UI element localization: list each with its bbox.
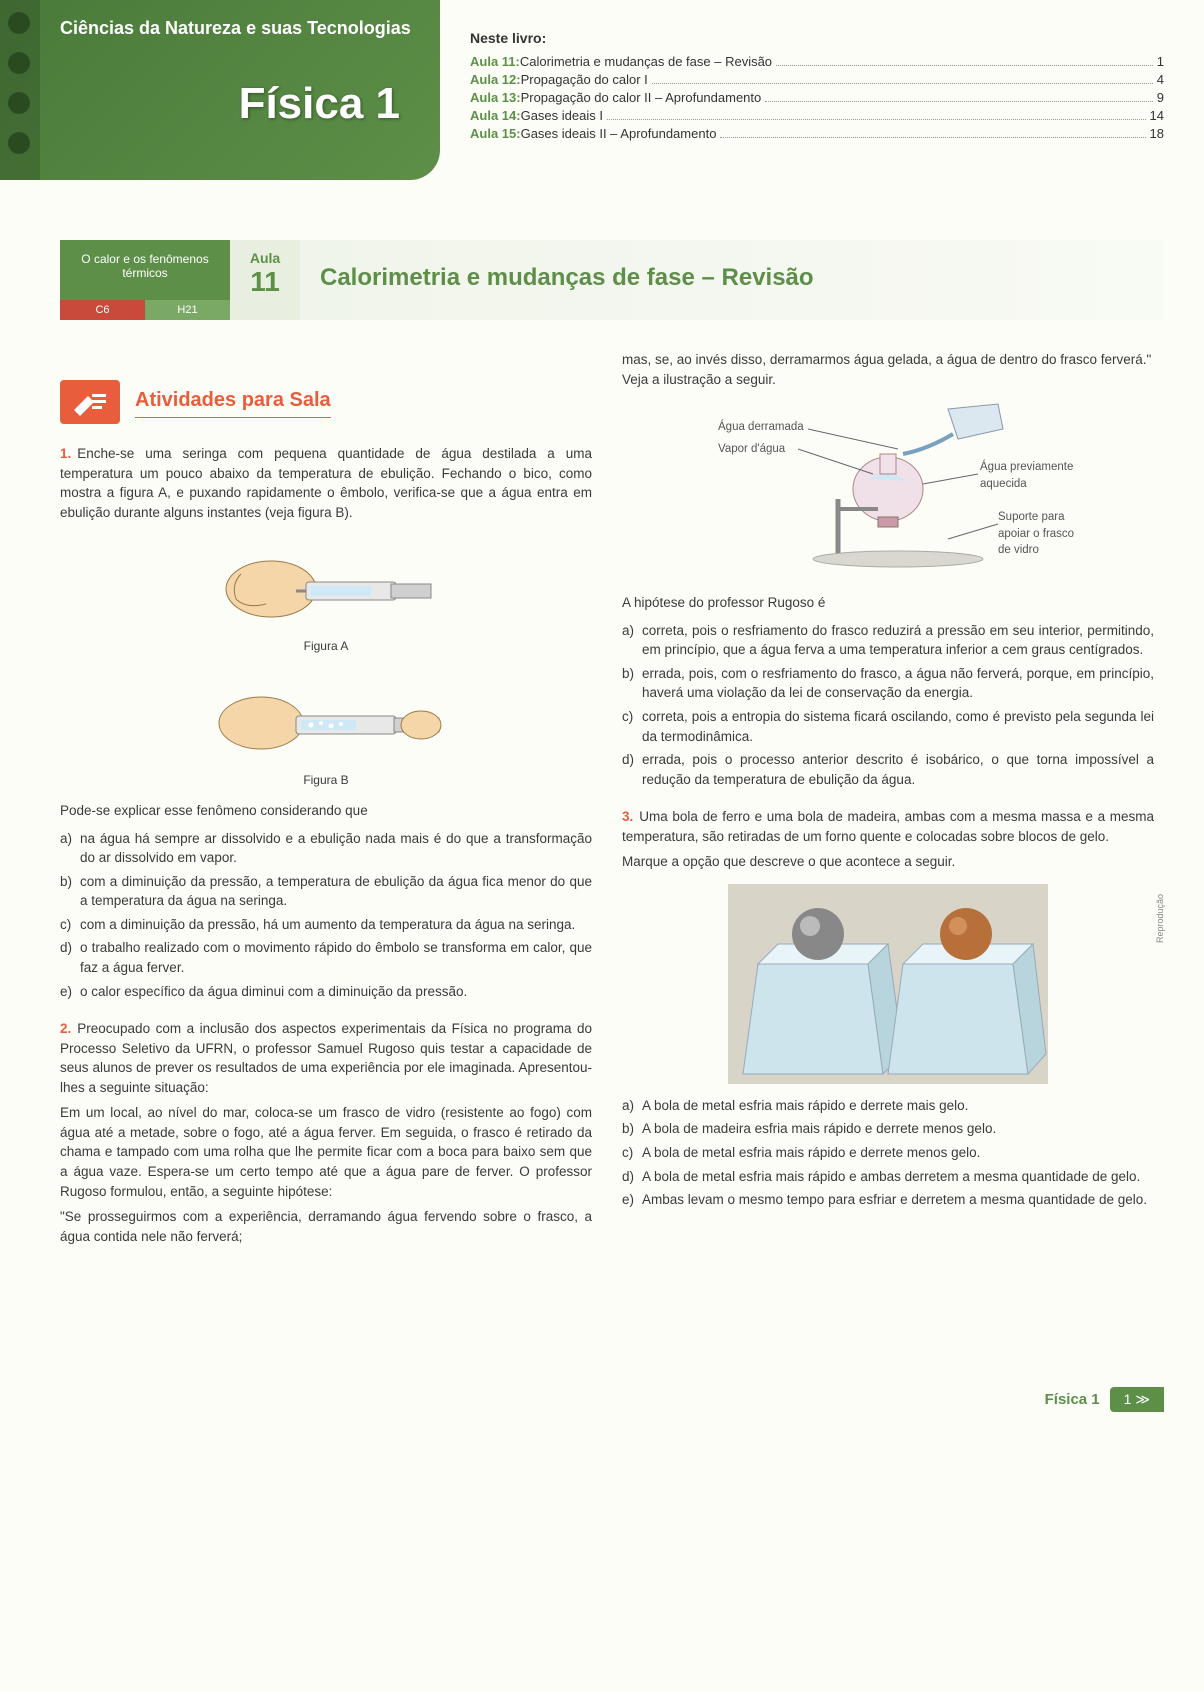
content-columns: Atividades para Sala 1. Enche-se uma ser… xyxy=(0,350,1204,1264)
question-text: Enche-se uma seringa com pequena quantid… xyxy=(60,446,592,520)
toc-text: Calorimetria e mudanças de fase – Revisã… xyxy=(520,54,772,69)
aula-number: 11 xyxy=(230,266,300,298)
question-2-quote: "Se prosseguirmos com a experiência, der… xyxy=(60,1207,592,1246)
toc-page: 9 xyxy=(1157,90,1164,105)
question-text: Preocupado com a inclusão dos aspectos e… xyxy=(60,1021,592,1095)
toc-dots xyxy=(652,83,1153,84)
toc-entry: Aula 13: Propagação do calor II – Aprofu… xyxy=(470,90,1164,105)
toc-page: 18 xyxy=(1150,126,1164,141)
toc-dots xyxy=(776,65,1153,66)
question-3-options: a)A bola de metal esfria mais rápido e d… xyxy=(622,1096,1154,1210)
toc-label: Aula 11: xyxy=(470,54,520,69)
toc-dots xyxy=(720,137,1145,138)
option-c: c)correta, pois a entropia do sistema fi… xyxy=(622,707,1154,746)
toc-list: Aula 11: Calorimetria e mudanças de fase… xyxy=(470,54,1164,141)
toc-entry: Aula 15: Gases ideais II – Aprofundament… xyxy=(470,126,1164,141)
option-b: b)A bola de madeira esfria mais rápido e… xyxy=(622,1119,1154,1139)
toc-text: Propagação do calor II – Aprofundamento xyxy=(521,90,762,105)
option-c: c)com a diminuição da pressão, há um aum… xyxy=(60,915,592,935)
option-c: c)A bola de metal esfria mais rápido e d… xyxy=(622,1143,1154,1163)
binder-hole-icon xyxy=(8,12,30,34)
question-1-options: a)na água há sempre ar dissolvido e a eb… xyxy=(60,829,592,1002)
toc-page: 1 xyxy=(1157,54,1164,69)
ice-blocks-figure: Reprodução xyxy=(622,884,1154,1084)
page: Ciências da Natureza e suas Tecnologias … xyxy=(0,0,1204,1692)
toc-text: Propagação do calor I xyxy=(521,72,648,87)
flask-diagram: Água derramada Vapor d'água Água previam… xyxy=(698,399,1078,579)
question-text: Uma bola de ferro e uma bola de madeira,… xyxy=(622,809,1154,844)
toc-entry: Aula 12: Propagação do calor I 4 xyxy=(470,72,1164,87)
toc-dots xyxy=(607,119,1146,120)
question-2-para2: Em um local, ao nível do mar, coloca-se … xyxy=(60,1103,592,1201)
toc-label: Aula 15: xyxy=(470,126,521,141)
toc-label: Aula 13: xyxy=(470,90,521,105)
activities-heading-row: Atividades para Sala xyxy=(60,380,592,424)
diagram-label-2: Vapor d'água xyxy=(718,441,785,458)
binder-hole-icon xyxy=(8,52,30,74)
lesson-topic: O calor e os fenômenos térmicos xyxy=(60,252,230,280)
figure-b-caption: Figura B xyxy=(60,772,592,789)
figure-b: Figura B xyxy=(60,668,592,789)
question-3-lead: Marque a opção que descreve o que aconte… xyxy=(622,852,1154,872)
subject-area-label: Ciências da Natureza e suas Tecnologias xyxy=(60,18,420,39)
figure-a-caption: Figura A xyxy=(60,638,592,655)
option-b: b)com a diminuição da pressão, a tempera… xyxy=(60,872,592,911)
ability-code: H21 xyxy=(145,300,230,320)
option-a: a)na água há sempre ar dissolvido e a eb… xyxy=(60,829,592,868)
binder-hole-icon xyxy=(8,92,30,114)
lesson-number-box: Aula 11 xyxy=(230,240,300,320)
activities-icon xyxy=(60,380,120,424)
binder-hole-icon xyxy=(8,132,30,154)
question-1: 1. Enche-se uma seringa com pequena quan… xyxy=(60,444,592,1001)
question-3: 3. Uma bola de ferro e uma bola de madei… xyxy=(622,807,1154,1210)
diagram-label-1: Água derramada xyxy=(718,419,804,436)
toc-dots xyxy=(765,101,1153,102)
footer-subject: Física 1 xyxy=(1045,1391,1100,1408)
option-d: d)A bola de metal esfria mais rápido e a… xyxy=(622,1167,1154,1187)
lesson-title: Calorimetria e mudanças de fase – Revisã… xyxy=(300,240,1164,320)
question-2-lead: A hipótese do professor Rugoso é xyxy=(622,593,1154,613)
header-left-panel: Ciências da Natureza e suas Tecnologias … xyxy=(0,0,440,180)
option-e: e)Ambas levam o mesmo tempo para esfriar… xyxy=(622,1190,1154,1210)
right-column: mas, se, ao invés disso, derramarmos águ… xyxy=(622,350,1154,1264)
question-number: 3. xyxy=(622,807,633,827)
toc-entry: Aula 14: Gases ideais I 14 xyxy=(470,108,1164,123)
lesson-header: O calor e os fenômenos térmicos C6 H21 A… xyxy=(60,240,1164,320)
toc-text: Gases ideais I xyxy=(521,108,603,123)
question-2-cont: mas, se, ao invés disso, derramarmos águ… xyxy=(622,350,1154,389)
toc-page: 4 xyxy=(1157,72,1164,87)
diagram-label-3: Água previamente aquecida xyxy=(980,459,1075,492)
question-number: 2. xyxy=(60,1019,71,1039)
toc-label: Aula 14: xyxy=(470,108,521,123)
option-a: a)correta, pois o resfriamento do frasco… xyxy=(622,621,1154,660)
option-e: e)o calor específico da água diminui com… xyxy=(60,982,592,1002)
competency-code: C6 xyxy=(60,300,145,320)
option-d: d)o trabalho realizado com o movimento r… xyxy=(60,938,592,977)
activities-heading: Atividades para Sala xyxy=(135,386,331,418)
toc-label: Aula 12: xyxy=(470,72,521,87)
toc-entry: Aula 11: Calorimetria e mudanças de fase… xyxy=(470,54,1164,69)
question-2-options: a)correta, pois o resfriamento do frasco… xyxy=(622,621,1154,790)
page-footer: Física 1 1 xyxy=(1045,1387,1164,1412)
lesson-topic-box: O calor e os fenômenos térmicos C6 H21 xyxy=(60,240,230,320)
option-b: b)errada, pois, com o resfriamento do fr… xyxy=(622,664,1154,703)
toc-heading: Neste livro: xyxy=(470,30,1164,46)
toc-page: 14 xyxy=(1150,108,1164,123)
image-credit: Reprodução xyxy=(1154,894,1167,943)
toc-text: Gases ideais II – Aprofundamento xyxy=(521,126,717,141)
question-2: 2. Preocupado com a inclusão dos aspecto… xyxy=(60,1019,592,1246)
figure-a: Figura A xyxy=(60,534,592,655)
footer-page-badge: 1 xyxy=(1110,1387,1164,1412)
aula-label: Aula xyxy=(250,250,280,266)
diagram-label-4: Suporte para apoiar o frasco de vidro xyxy=(998,509,1083,559)
option-d: d)errada, pois o processo anterior descr… xyxy=(622,750,1154,789)
lesson-codes: C6 H21 xyxy=(60,300,230,320)
question-number: 1. xyxy=(60,444,71,464)
option-a: a)A bola de metal esfria mais rápido e d… xyxy=(622,1096,1154,1116)
page-header: Ciências da Natureza e suas Tecnologias … xyxy=(0,0,1204,180)
left-column: Atividades para Sala 1. Enche-se uma ser… xyxy=(60,350,592,1264)
book-title: Física 1 xyxy=(60,79,420,129)
question-lead: Pode-se explicar esse fenômeno considera… xyxy=(60,801,592,821)
table-of-contents: Neste livro: Aula 11: Calorimetria e mud… xyxy=(440,0,1204,180)
